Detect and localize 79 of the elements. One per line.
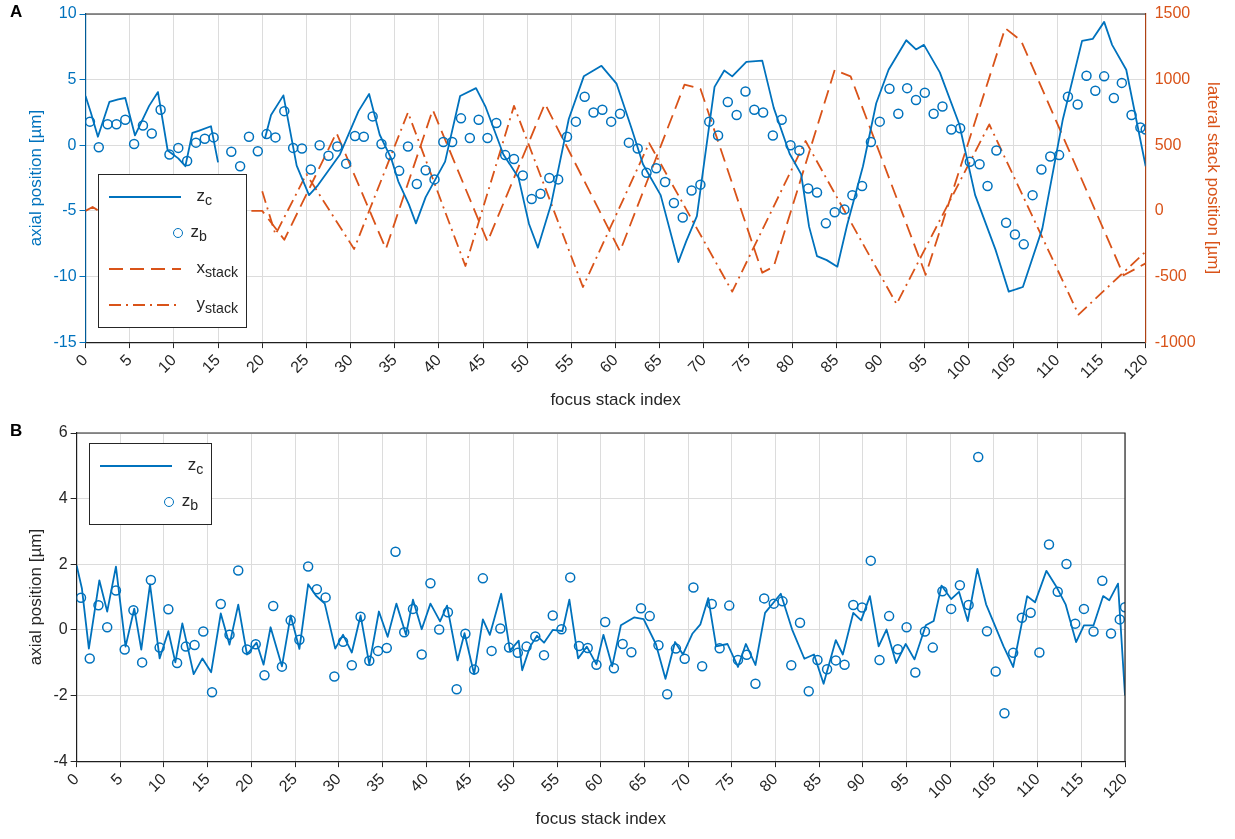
x-tick-label: 65 xyxy=(640,351,666,376)
x-tick-label: 55 xyxy=(552,351,577,376)
x-tick-label: 75 xyxy=(728,351,754,376)
x-tick-label: 20 xyxy=(242,351,268,376)
legend-label: z$_{b}$ xyxy=(190,221,207,245)
y2-tick-label: 1000 xyxy=(1154,70,1191,88)
x-tick-label: 50 xyxy=(494,770,519,795)
x-tick-label: 15 xyxy=(198,351,224,376)
x-tick-label: 60 xyxy=(596,351,621,376)
x-tick-label: 80 xyxy=(772,351,798,376)
y-tick-label: -10 xyxy=(53,266,77,284)
x-tick-label: 70 xyxy=(684,351,710,376)
x-tick-label: 35 xyxy=(375,351,401,376)
legend-label: z$_{b}$ xyxy=(181,490,198,514)
x-tick-label: 45 xyxy=(463,351,489,376)
x-tick-label: 95 xyxy=(905,351,931,376)
y-axis-title: axial position [µm] xyxy=(25,528,45,666)
x-tick-label: 90 xyxy=(861,351,886,376)
x-tick-label: 35 xyxy=(363,770,388,795)
x-tick-label: 30 xyxy=(331,351,356,376)
y-tick-label: 0 xyxy=(58,620,68,638)
y-tick-label: -4 xyxy=(53,751,68,769)
x-tick-label: 30 xyxy=(319,770,345,795)
x-tick-label: 120 xyxy=(1099,770,1131,802)
y-axis-title: axial position [µm] xyxy=(25,109,45,247)
y2-tick-label: 500 xyxy=(1154,135,1182,153)
text: B xyxy=(10,421,23,441)
x-tick-label: 100 xyxy=(943,351,975,383)
x-tick-label: 25 xyxy=(275,770,301,795)
y-tick-label: -15 xyxy=(53,332,77,350)
x-tick-label: 50 xyxy=(507,351,533,376)
x-tick-label: 55 xyxy=(537,770,563,795)
y-tick-label: 6 xyxy=(58,423,68,441)
x-tick-label: 25 xyxy=(287,351,312,376)
x-tick-label: 120 xyxy=(1120,351,1151,383)
x-tick-label: 85 xyxy=(799,770,825,795)
legend-label: x$_{stack}$ xyxy=(196,257,239,281)
y-tick-label: -5 xyxy=(62,201,77,219)
text: A xyxy=(10,2,23,22)
x-axis-title: focus stack index xyxy=(535,809,667,829)
x-tick-label: 95 xyxy=(887,770,912,795)
x-tick-label: 60 xyxy=(581,770,607,795)
y-tick-label: 0 xyxy=(67,135,77,153)
x-tick-label: 45 xyxy=(450,770,476,795)
y-tick-label: -2 xyxy=(53,685,68,703)
y2-tick-label: 0 xyxy=(1154,201,1164,219)
y2-tick-label: -1000 xyxy=(1154,332,1196,350)
y-tick-label: 2 xyxy=(58,554,68,572)
x-tick-label: 80 xyxy=(756,770,781,795)
x-axis-title: focus stack index xyxy=(550,390,682,410)
x-tick-label: 85 xyxy=(817,351,842,376)
x-tick-label: 90 xyxy=(843,770,869,795)
x-tick-label: 10 xyxy=(154,351,180,376)
y-tick-label: 4 xyxy=(58,489,68,507)
legend-label: z$_{c}$ xyxy=(187,454,204,478)
x-tick-label: 70 xyxy=(668,770,694,795)
x-tick-label: 115 xyxy=(1056,770,1087,801)
x-tick-label: 5 xyxy=(107,770,126,789)
legend-label: z$_{c}$ xyxy=(196,185,213,209)
x-tick-label: 40 xyxy=(406,770,432,795)
x-tick-label: 110 xyxy=(1012,770,1043,801)
y2-tick-label: 1500 xyxy=(1154,4,1191,22)
legend-label: y$_{stack}$ xyxy=(196,293,239,317)
y2-tick-label: -500 xyxy=(1154,266,1187,284)
x-tick-label: 110 xyxy=(1032,351,1063,382)
x-tick-label: 20 xyxy=(231,770,257,795)
y2-axis-title: lateral stack position [µm] xyxy=(1204,82,1224,275)
x-tick-label: 75 xyxy=(712,770,738,795)
x-tick-label: 105 xyxy=(968,770,1000,802)
x-tick-label: 115 xyxy=(1076,351,1107,382)
y-tick-label: 10 xyxy=(58,4,77,22)
x-tick-label: 10 xyxy=(144,770,170,795)
x-tick-label: 65 xyxy=(625,770,650,795)
x-tick-label: 5 xyxy=(116,351,135,370)
x-tick-label: 105 xyxy=(987,351,1019,383)
x-tick-label: 100 xyxy=(924,770,956,802)
x-tick-label: 15 xyxy=(188,770,213,795)
x-tick-label: 40 xyxy=(419,351,445,376)
y-tick-label: 5 xyxy=(67,70,77,88)
